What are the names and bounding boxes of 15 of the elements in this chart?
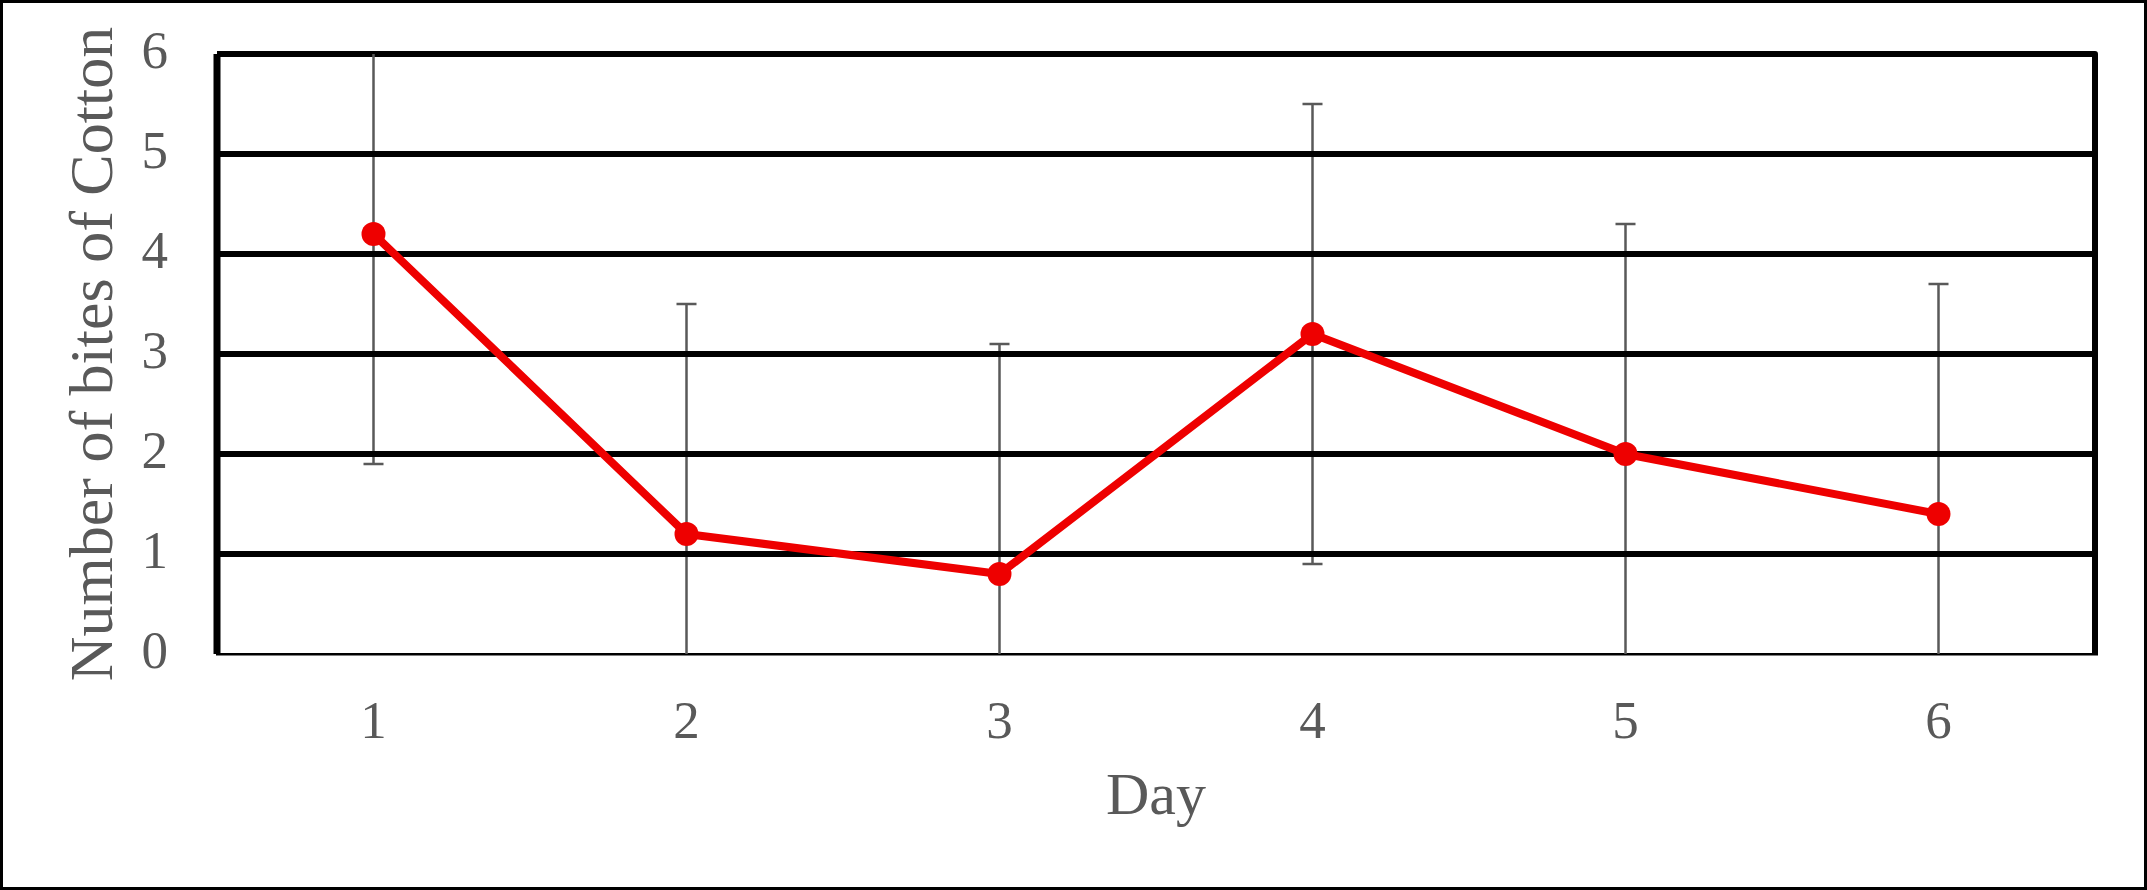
y-tick-label: 5 bbox=[141, 120, 168, 179]
x-tick-label: 6 bbox=[1925, 690, 1952, 749]
y-tick-label: 1 bbox=[141, 520, 168, 579]
x-tick-label: 1 bbox=[360, 690, 387, 749]
x-tick-label: 3 bbox=[986, 690, 1013, 749]
x-tick-label: 2 bbox=[673, 690, 700, 749]
x-tick-label: 4 bbox=[1299, 690, 1326, 749]
y-tick-label: 2 bbox=[141, 420, 168, 479]
x-axis-title: Day bbox=[1106, 760, 1206, 827]
y-tick-label: 0 bbox=[141, 620, 168, 679]
x-tick-label: 5 bbox=[1612, 690, 1639, 749]
y-tick-label: 3 bbox=[141, 320, 168, 379]
y-tick-label: 6 bbox=[141, 20, 168, 79]
y-axis-title: Number of bites of Cotton bbox=[57, 26, 126, 682]
y-tick-label: 4 bbox=[141, 220, 168, 279]
